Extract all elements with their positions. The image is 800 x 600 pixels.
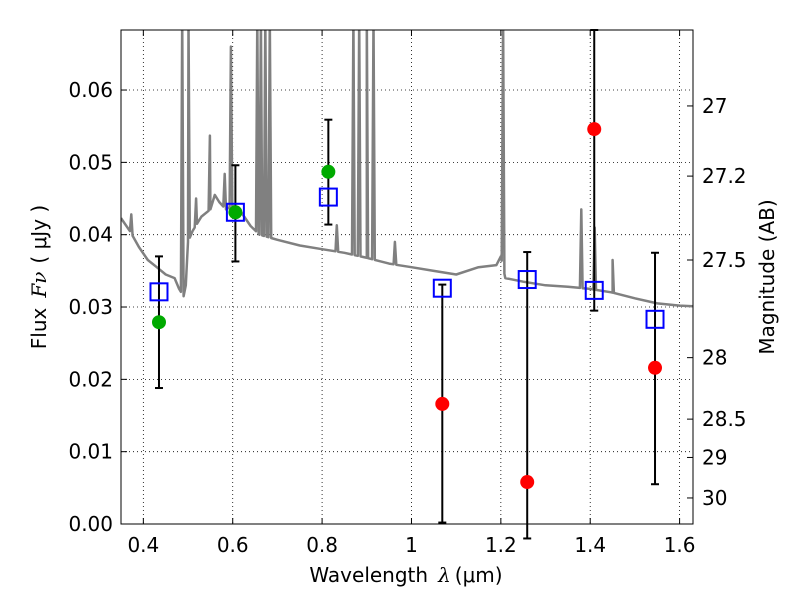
detection-point	[151, 315, 166, 330]
model-photometry-square	[432, 278, 452, 298]
model-photometry-square	[149, 282, 169, 302]
y-axis-label-text: Flux	[27, 307, 51, 349]
x-axis-symbol: λ	[437, 563, 451, 587]
nondetection-point	[520, 475, 535, 490]
y2-tick-label: 30	[702, 486, 727, 510]
y2-tick-label: 29	[702, 445, 727, 469]
y-tick-label: 0.03	[68, 295, 113, 319]
model-photometry-square	[645, 309, 665, 329]
y2-tick-label: 27.2	[702, 164, 747, 188]
model-photometry-square	[584, 280, 604, 300]
model-photometry-square	[517, 270, 537, 290]
x-axis-unit: (μm)	[455, 563, 503, 587]
x-tick-label: 0.6	[217, 533, 249, 557]
y2-axis-label: Magnitude (AB)	[755, 199, 779, 354]
model-photometry-square	[225, 202, 245, 222]
detection-point	[228, 205, 243, 220]
x-axis-label: Wavelength λ (μm)	[309, 563, 502, 587]
plot-frame	[120, 29, 694, 525]
y-tick-label: 0.05	[68, 150, 113, 174]
x-tick-label: 0.4	[127, 533, 159, 557]
x-tick-label: 1.2	[485, 533, 517, 557]
model-photometry-square	[318, 187, 338, 207]
nondetection-point	[587, 122, 602, 137]
x-tick-label: 1.6	[664, 533, 696, 557]
markers	[149, 122, 665, 490]
nondetection-point	[648, 360, 663, 375]
y2-tick-label: 27	[702, 94, 727, 118]
y2-tick-label: 28.5	[702, 407, 747, 431]
y2-tick-label: 27.5	[702, 248, 747, 272]
y-axis-label: Flux Fν ( μJy )	[27, 205, 51, 349]
y-tick-label: 0.04	[68, 223, 113, 247]
plot-area	[121, 30, 693, 308]
y2-tick-label: 28	[702, 346, 727, 370]
y-axis-unit: ( μJy )	[27, 205, 51, 264]
y-tick-label: 0.01	[68, 440, 113, 464]
axis-ticks	[121, 30, 693, 525]
x-tick-label: 1.4	[574, 533, 606, 557]
x-tick-label: 1	[405, 533, 418, 557]
y-tick-label: 0.00	[68, 512, 113, 536]
y-tick-label: 0.02	[68, 367, 113, 391]
sed-model-line	[121, 30, 693, 308]
tick-labels: 0.4 0.6 0.8 1 1.2 1.4 1.6 0.00 0.01 0.02 0.03 0.04 0…	[68, 78, 746, 557]
x-axis-label-text: Wavelength	[309, 563, 428, 587]
y-axis-symbol: Fν	[27, 272, 51, 299]
detection-point	[321, 164, 336, 179]
y-tick-label: 0.06	[68, 78, 113, 102]
nondetection-point	[435, 396, 450, 411]
x-tick-label: 0.8	[306, 533, 338, 557]
